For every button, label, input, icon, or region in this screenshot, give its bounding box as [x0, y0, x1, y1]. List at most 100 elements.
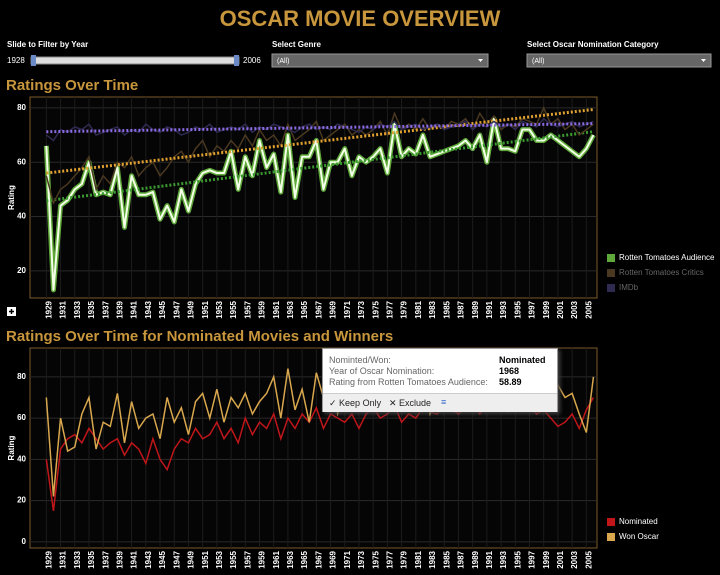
x-tick-label: 1957	[243, 300, 252, 318]
x-tick-label: 1989	[471, 300, 480, 318]
genre-dropdown[interactable]	[271, 53, 489, 68]
y-tick-label: 20	[17, 266, 26, 275]
x-tick-label: 1975	[371, 550, 380, 568]
legend-swatch	[607, 269, 615, 277]
trend-line	[46, 122, 594, 134]
keep-only-button[interactable]: ✓ Keep Only	[329, 398, 382, 408]
slider-max: 2006	[243, 56, 261, 65]
y-tick-label: 40	[17, 212, 26, 221]
x-tick-label: 1987	[457, 300, 466, 318]
x-tick-label: 1971	[343, 300, 352, 318]
x-tick-label: 1997	[528, 300, 537, 318]
x-tick-label: 1949	[187, 550, 196, 568]
x-tick-label: 1985	[442, 300, 451, 318]
y-tick-label: 60	[17, 157, 26, 166]
x-tick-label: 1997	[528, 550, 537, 568]
x-tick-label: 1951	[201, 300, 210, 318]
slider-track[interactable]	[30, 56, 240, 65]
series-line	[45, 105, 594, 205]
dropdown-arrow	[478, 59, 483, 62]
category-dropdown[interactable]	[526, 53, 712, 68]
x-tick-label: 1977	[386, 300, 395, 318]
x-tick-label: 1987	[457, 550, 466, 568]
y-tick-label: 80	[17, 103, 26, 112]
x-tick-label: 1955	[229, 300, 238, 318]
tooltip-value: 58.89	[499, 377, 522, 387]
x-tick-label: 1943	[144, 550, 153, 568]
tooltip-value: Nominated	[499, 355, 546, 365]
dropdown-value: (All)	[277, 58, 289, 65]
x-tick-label: 1975	[371, 300, 380, 318]
x-tick-label: 1967	[314, 550, 323, 568]
x-tick-label: 1941	[130, 300, 139, 318]
x-tick-label: 1947	[172, 550, 181, 568]
x-tick-label: 1985	[442, 550, 451, 568]
y-tick-label: 0	[22, 537, 27, 546]
view-data-button[interactable]: ≡	[441, 397, 447, 407]
x-tick-label: 1953	[215, 300, 224, 318]
x-tick-label: 1951	[201, 550, 210, 568]
x-tick-label: 1983	[428, 300, 437, 318]
tooltip-label: Nominted/Won:	[329, 355, 391, 365]
x-tick-label: 1995	[513, 550, 522, 568]
filter-label: Select Genre	[272, 40, 321, 49]
x-tick-label: 1983	[428, 550, 437, 568]
x-tick-label: 1955	[229, 550, 238, 568]
y-axis-label: Rating	[7, 435, 16, 460]
x-tick-label: 1973	[357, 550, 366, 568]
legend-swatch	[607, 284, 615, 292]
legend-label: Rotten Tomatoes Critics	[619, 268, 704, 277]
x-tick-label: 1969	[329, 300, 338, 318]
exclude-button[interactable]: ✕ Exclude	[389, 398, 432, 408]
tooltip-value: 1968	[499, 366, 520, 376]
x-tick-label: 1931	[59, 550, 68, 568]
y-axis-label: Rating	[7, 185, 16, 210]
legend-label: Won Oscar	[619, 532, 659, 541]
y-tick-label: 40	[17, 454, 26, 463]
legend-label: Nominated	[619, 517, 658, 526]
tooltip-label: Rating from Rotten Tomatoes Audience:	[329, 377, 488, 387]
x-tick-label: 1979	[400, 300, 409, 318]
x-tick-label: 1993	[499, 550, 508, 568]
dropdown-value: (All)	[532, 58, 544, 65]
plot-frame	[29, 96, 598, 299]
x-tick-label: 2001	[556, 550, 565, 568]
x-tick-label: 1969	[329, 550, 338, 568]
x-tick-label: 1945	[158, 300, 167, 318]
slider-min: 1928	[7, 56, 25, 65]
legend-label: Rotten Tomatoes Audience	[619, 253, 715, 262]
x-tick-label: 1991	[485, 550, 494, 568]
tooltip-label: Year of Oscar Nomination:	[329, 366, 435, 376]
button-text: Keep Only	[339, 398, 382, 408]
x-tick-label: 1961	[272, 550, 281, 568]
x-tick-label: 1947	[172, 300, 181, 318]
chart-title: Ratings Over Time	[6, 77, 138, 94]
x-tick-label: 1981	[414, 550, 423, 568]
x-tick-label: 1957	[243, 550, 252, 568]
x-tick-label: 1939	[116, 300, 125, 318]
legend-swatch	[607, 254, 615, 262]
x-tick-label: 1965	[300, 300, 309, 318]
page-title: OSCAR MOVIE OVERVIEW	[220, 6, 501, 31]
x-tick-label: 1963	[286, 550, 295, 568]
slider-handle[interactable]	[234, 55, 239, 66]
slider-handle[interactable]	[31, 55, 36, 66]
expand-plus	[9, 309, 14, 314]
button-text: Exclude	[399, 398, 432, 408]
x-tick-label: 1991	[485, 300, 494, 318]
x-tick-label: 1941	[130, 550, 139, 568]
legend-swatch	[607, 533, 615, 541]
x-tick-label: 1965	[300, 550, 309, 568]
x-tick-label: 1971	[343, 550, 352, 568]
x-tick-label: 2003	[570, 300, 579, 318]
x-tick-label: 1977	[386, 550, 395, 568]
x-tick-label: 1949	[187, 300, 196, 318]
x-tick-label: 1929	[44, 550, 53, 568]
x-tick-label: 1933	[73, 300, 82, 318]
x-tick-label: 1943	[144, 300, 153, 318]
y-tick-label: 60	[17, 413, 26, 422]
x-tick-label: 1937	[101, 550, 110, 568]
legend-label: IMDb	[619, 283, 639, 292]
